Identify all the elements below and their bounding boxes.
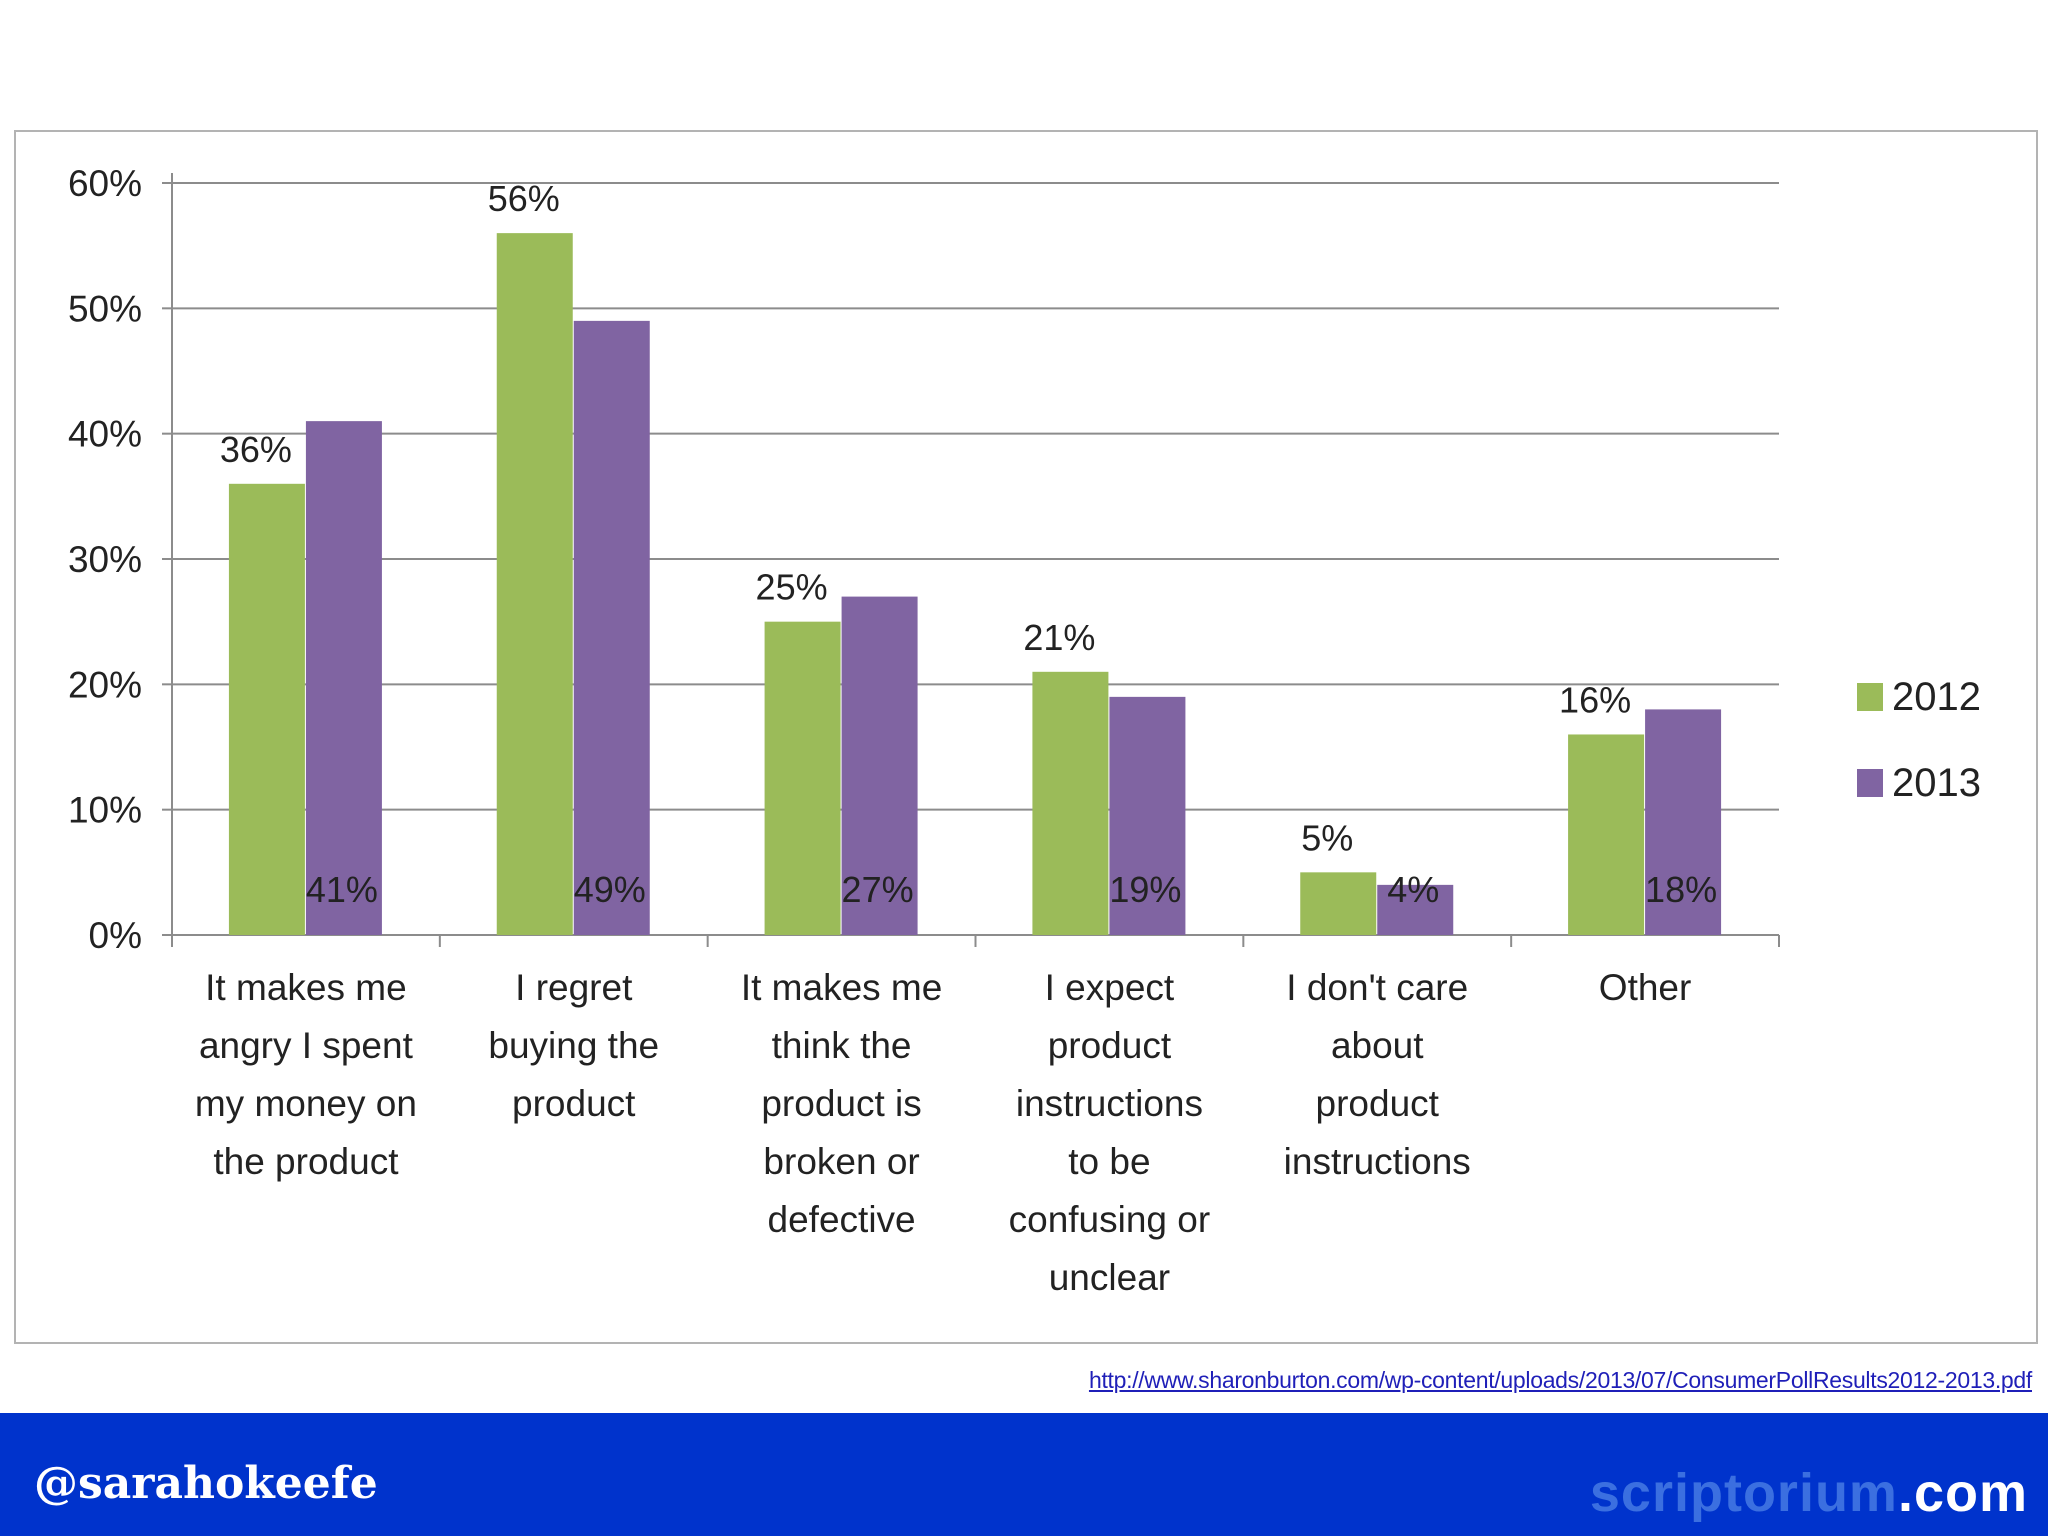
bar-2012 xyxy=(1032,671,1109,935)
data-label-2012: 56% xyxy=(488,178,560,219)
legend-label-2013: 2013 xyxy=(1892,761,1981,805)
bar-2012 xyxy=(1300,872,1377,935)
x-category-label: Other xyxy=(1599,967,1692,1008)
y-tick-label: 40% xyxy=(68,414,142,455)
data-label-2013: 27% xyxy=(842,869,914,910)
data-label-2012: 5% xyxy=(1301,817,1353,858)
data-label-2012: 36% xyxy=(220,429,292,470)
data-label-2013: 41% xyxy=(306,869,378,910)
chart-frame: 0% 10% 20% 30% 40% 50% 60% 36% 41% It makes me ang… xyxy=(14,130,2038,1344)
data-label-2012: 16% xyxy=(1559,679,1631,720)
footer-bar xyxy=(0,1413,2048,1536)
x-category-label: It makes me think the product is broken or d… xyxy=(741,967,943,1240)
bar-2012 xyxy=(496,233,573,936)
bar-2013 xyxy=(1645,709,1722,935)
x-category-label: I expect product instructions to be confusin… xyxy=(1009,967,1211,1298)
bar-2013 xyxy=(1109,696,1186,935)
y-tick-label: 30% xyxy=(68,539,142,580)
brand-domain: .com xyxy=(1897,1463,2028,1523)
data-label-2013: 4% xyxy=(1387,869,1439,910)
y-tick-label: 60% xyxy=(68,163,142,204)
legend-swatch-2012 xyxy=(1857,683,1883,711)
bar-2013 xyxy=(305,421,382,936)
data-label-2013: 49% xyxy=(574,869,646,910)
data-label-2012: 21% xyxy=(1023,617,1095,658)
data-label-2012: 25% xyxy=(756,567,828,608)
y-tick-label: 0% xyxy=(89,915,142,956)
bar-chart: 0% 10% 20% 30% 40% 50% 60% 36% 41% It makes me ang… xyxy=(68,163,1981,1298)
x-category-label: I regret buying the product xyxy=(488,967,659,1124)
legend-swatch-2013 xyxy=(1857,769,1883,797)
bar-2013 xyxy=(1377,884,1454,935)
bar-2012 xyxy=(764,621,841,935)
y-tick-label: 20% xyxy=(68,664,142,705)
bar-2013 xyxy=(573,320,650,935)
legend-label-2012: 2012 xyxy=(1892,675,1981,719)
x-category-label: I don't care about product instructions xyxy=(1284,967,1471,1182)
x-category-label: It makes me angry I spent my money on the p… xyxy=(195,967,417,1182)
y-tick-label: 10% xyxy=(68,790,142,831)
source-link[interactable]: http://www.sharonburton.com/wp-content/u… xyxy=(1088,1367,2032,1393)
brand-name: scriptorium xyxy=(1589,1463,1898,1523)
bar-2012 xyxy=(228,483,305,935)
footer-handle: @sarahokeefe xyxy=(34,1458,378,1509)
footer-brand-logo: scriptorium.com xyxy=(1590,1462,2028,1524)
bar-2013 xyxy=(841,596,918,935)
data-label-2013: 19% xyxy=(1109,869,1181,910)
bar-2012 xyxy=(1568,734,1645,935)
data-label-2013: 18% xyxy=(1645,869,1717,910)
y-tick-label: 50% xyxy=(68,288,142,329)
